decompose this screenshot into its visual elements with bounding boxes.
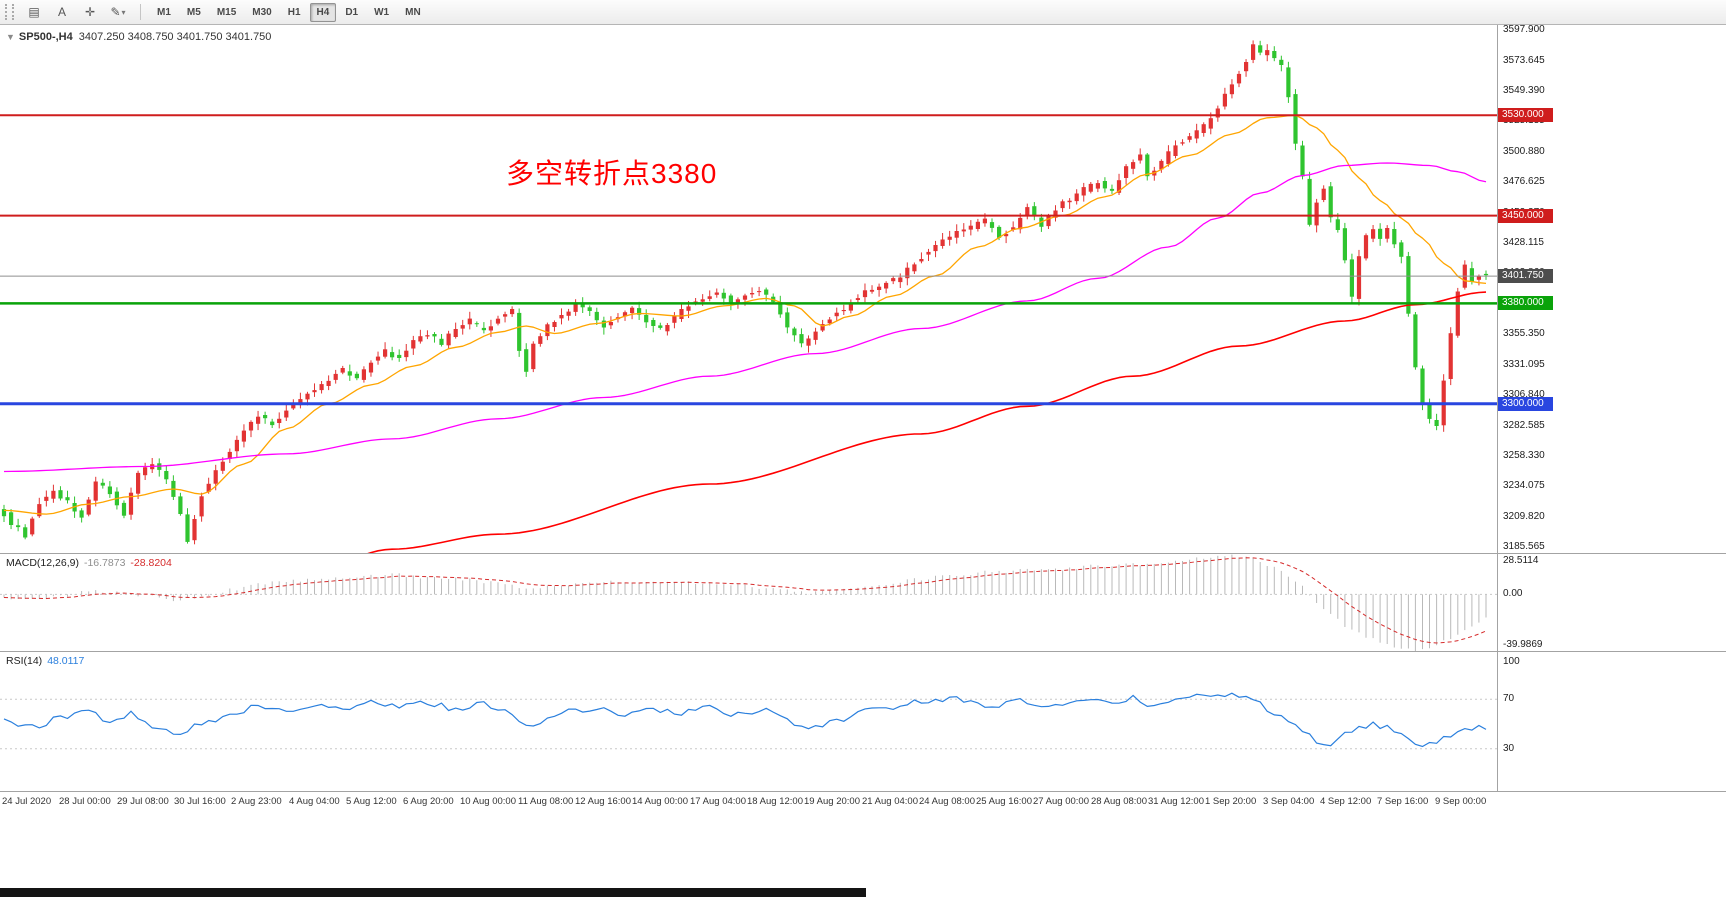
candles-layer (1, 40, 1489, 545)
draw-tool-icon[interactable]: ✎ ▾ (110, 5, 126, 19)
chart-menu-arrow-icon[interactable]: ▼ (6, 32, 15, 42)
price-badge-support-3380[interactable]: 3380.000 (1498, 296, 1553, 310)
price-axis-label: 3306.840 (1503, 389, 1545, 400)
date-axis-label: 9 Sep 00:00 (1435, 796, 1487, 807)
timeframe-m15-button[interactable]: M15 (216, 6, 237, 18)
macd-title: MACD(12,26,9) (6, 557, 79, 569)
date-axis-label: 19 Aug 20:00 (804, 796, 860, 807)
charts-grid-icon[interactable]: ▤ (28, 5, 40, 19)
price-axis-label: 3282.585 (1503, 420, 1545, 431)
date-axis-label: 25 Aug 16:00 (976, 796, 1032, 807)
price-axis-label: 3476.625 (1503, 176, 1545, 187)
chart-plot-canvas[interactable] (0, 25, 1726, 815)
price-badge-support-3300[interactable]: 3300.000 (1498, 397, 1553, 411)
ohlc-values: 3407.250 3408.750 3401.750 3401.750 (78, 31, 272, 43)
date-axis-label: 28 Jul 00:00 (59, 796, 111, 807)
rsi-axis-label: 30 (1503, 743, 1515, 754)
macd-axis-label: -39.9869 (1503, 639, 1543, 650)
timeframe-w1-button[interactable]: W1 (374, 6, 390, 18)
price-badge-resistance-3450[interactable]: 3450.000 (1498, 209, 1553, 223)
date-axis-label: 2 Aug 23:00 (231, 796, 282, 807)
price-axis-line (1497, 25, 1498, 791)
price-axis-label: 3500.880 (1503, 146, 1545, 157)
price-axis-label: 3258.330 (1503, 450, 1545, 461)
macd-signal-value: -28.8204 (130, 557, 172, 569)
price-badge-resistance-3530[interactable]: 3530.000 (1498, 108, 1553, 122)
price-axis-label: 3331.095 (1503, 359, 1545, 370)
timeframe-h1-button[interactable]: H1 (287, 6, 301, 18)
rsi-title: RSI(14) (6, 655, 43, 667)
rsi-line (3, 692, 1487, 748)
date-axis-label: 14 Aug 00:00 (632, 796, 688, 807)
cursor-tool-icon[interactable]: A (57, 5, 66, 19)
date-axis-label: 4 Sep 12:00 (1320, 796, 1372, 807)
macd-axis-label: 28.5114 (1503, 555, 1539, 566)
panel-separator (0, 791, 1726, 792)
macd-signal-line (3, 557, 1487, 644)
date-axis-label: 4 Aug 04:00 (289, 796, 340, 807)
price-badge-bid-line: 3401.750 (1498, 269, 1553, 283)
toolbar: ▤ A ✛ ✎ ▾ M1 M5 M15 M30 H1 H4 D1 W1 MN (0, 0, 1726, 25)
date-axis-label: 29 Jul 08:00 (117, 796, 169, 807)
timeframe-buttons: M1 M5 M15 M30 H1 H4 D1 W1 MN (149, 2, 429, 22)
date-axis-label: 1 Sep 20:00 (1205, 796, 1257, 807)
date-axis-label: 12 Aug 16:00 (575, 796, 631, 807)
rsi-value: 48.0117 (47, 655, 85, 667)
macd-main-value: -16.7873 (83, 557, 126, 569)
timeframe-mn-button[interactable]: MN (405, 6, 421, 18)
date-axis-label: 30 Jul 16:00 (174, 796, 226, 807)
panel-separator[interactable] (0, 553, 1726, 554)
date-axis-label: 18 Aug 12:00 (747, 796, 803, 807)
ma-fast-orange (3, 114, 1487, 515)
crosshair-tool-icon[interactable]: ✛ (84, 5, 96, 19)
date-axis-label: 21 Aug 04:00 (862, 796, 918, 807)
macd-indicator-label: MACD(12,26,9) -16.7873 -28.8204 (6, 557, 172, 569)
macd-axis-label: 0.00 (1503, 588, 1523, 599)
date-axis-label: 24 Jul 2020 (2, 796, 52, 807)
panel-separator[interactable] (0, 651, 1726, 652)
chart-window[interactable]: ▼ SP500-,H4 3407.250 3408.750 3401.750 340… (0, 24, 1726, 897)
price-axis-label: 3549.390 (1503, 85, 1545, 96)
dropdown-caret-icon: ▾ (121, 7, 126, 17)
price-axis-label: 3573.645 (1503, 55, 1545, 66)
timeframe-m5-button[interactable]: M5 (186, 6, 201, 18)
ma-mid-magenta (3, 162, 1487, 473)
date-axis-label: 6 Aug 20:00 (403, 796, 454, 807)
timeframe-h4-button[interactable]: H4 (309, 2, 337, 22)
price-axis-label: 3355.350 (1503, 328, 1545, 339)
date-axis-label: 17 Aug 04:00 (690, 796, 746, 807)
timeframe-d1-button[interactable]: D1 (345, 6, 359, 18)
bottom-window-edge (0, 888, 866, 897)
rsi-indicator-label: RSI(14) 48.0117 (6, 655, 84, 667)
price-axis-label: 3185.565 (1503, 541, 1545, 552)
date-axis-label: 11 Aug 08:00 (518, 796, 574, 807)
timeframe-m1-button[interactable]: M1 (157, 6, 171, 18)
chart-title: ▼ SP500-,H4 3407.250 3408.750 3401.750 340… (6, 31, 271, 43)
macd-histogram (3, 554, 1487, 651)
date-axis-label: 3 Sep 04:00 (1263, 796, 1315, 807)
annotation-text[interactable]: 多空转折点3380 (506, 158, 718, 189)
date-axis-label: 5 Aug 12:00 (346, 796, 397, 807)
rsi-axis-label: 70 (1503, 693, 1515, 704)
toolbar-gripper[interactable] (5, 4, 14, 20)
date-axis-label: 10 Aug 00:00 (460, 796, 516, 807)
symbol-label: SP500-,H4 (18, 31, 73, 43)
timeframe-m30-button[interactable]: M30 (252, 6, 272, 18)
date-axis-label: 24 Aug 08:00 (919, 796, 975, 807)
price-axis-label: 3209.820 (1503, 511, 1545, 522)
price-axis-label: 3597.900 (1503, 24, 1545, 35)
date-axis-label: 27 Aug 00:00 (1033, 796, 1089, 807)
price-axis-label: 3428.115 (1503, 237, 1544, 248)
date-axis-label: 28 Aug 08:00 (1091, 796, 1147, 807)
price-axis-label: 3234.075 (1503, 480, 1545, 491)
rsi-axis-label: 100 (1503, 656, 1520, 667)
ma-slow-red (367, 291, 1487, 553)
date-axis-label: 31 Aug 12:00 (1148, 796, 1204, 807)
toolbar-tools: ▤ A ✛ ✎ ▾ (20, 2, 132, 23)
toolbar-separator (140, 4, 141, 20)
date-axis-label: 7 Sep 16:00 (1377, 796, 1429, 807)
